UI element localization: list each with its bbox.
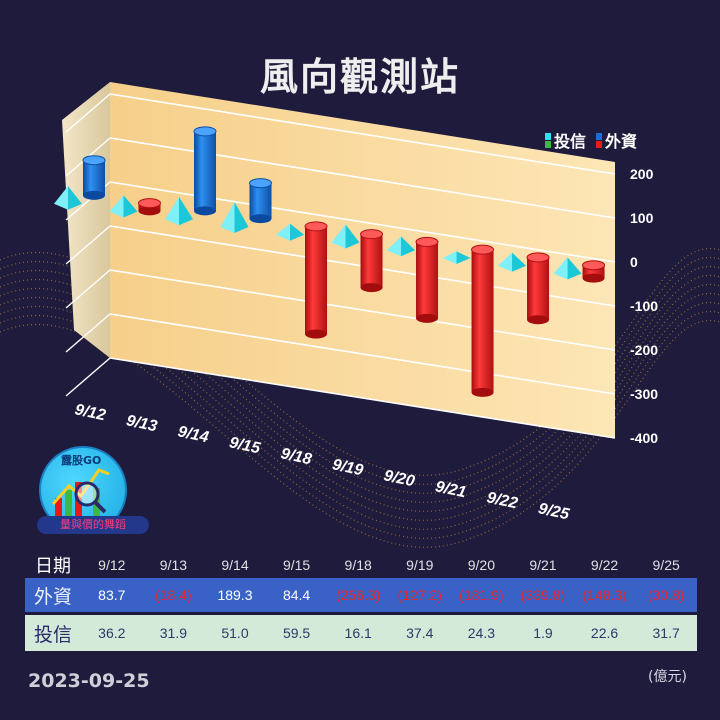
date-cell: 9/22 — [590, 557, 619, 573]
legend-label-foreign: 外資 — [605, 132, 638, 151]
trust-pyramid — [165, 196, 194, 226]
foreign-cell: (30.8) — [647, 587, 685, 603]
foreign-cell: (18.4) — [155, 587, 192, 603]
gridline-side — [65, 269, 111, 309]
date-cell: 9/25 — [652, 557, 680, 573]
trust-cell: 16.1 — [344, 625, 372, 641]
foreign-bar — [304, 221, 328, 339]
date-cell: 9/21 — [529, 557, 557, 573]
x-tick-label: 9/20 — [382, 467, 416, 490]
foreign-bar — [471, 244, 495, 397]
trust-pyramid — [498, 252, 527, 272]
x-tick-label: 9/15 — [228, 434, 263, 457]
trust-pyramid — [220, 201, 249, 234]
gridline — [109, 269, 616, 351]
y-tick-label: -300 — [630, 386, 658, 402]
trust-cell: 24.3 — [467, 625, 495, 641]
foreign-bar — [82, 155, 106, 200]
trust-cell: 36.2 — [98, 625, 126, 641]
report-date: 2023-09-25 — [28, 670, 150, 692]
page-title: 風向觀測站 — [259, 55, 460, 99]
foreign-cell: 84.4 — [282, 587, 311, 603]
gridline — [109, 93, 616, 175]
foreign-bar — [138, 198, 162, 216]
trust-cell: 51.0 — [221, 625, 249, 641]
trust-cell: 31.7 — [652, 625, 680, 641]
foreign-bar — [415, 236, 439, 323]
foreign-cell: (339.8) — [520, 587, 566, 603]
x-tick-label: 9/22 — [485, 489, 519, 512]
y-tick-label: 100 — [630, 210, 654, 226]
table-row-trust: 投信 36.2 31.9 51.0 59.5 16.1 37.4 24.3 1.… — [25, 612, 697, 651]
foreign-cell: 83.7 — [98, 587, 126, 603]
legend-swatch-foreign — [596, 132, 603, 148]
foreign-bar — [526, 252, 550, 325]
trust-cell: 59.5 — [282, 625, 311, 641]
foreign-cell: (181.9) — [459, 587, 504, 603]
brand-logo: 露股GO 量與價的舞蹈 — [37, 446, 151, 536]
trust-cell: 22.6 — [590, 625, 619, 641]
foreign-header: 外資 — [33, 586, 72, 608]
date-cell: 9/13 — [159, 557, 188, 573]
magnifier-chart-icon — [51, 468, 110, 516]
logo-slogan: 量與價的舞蹈 — [37, 516, 149, 534]
legend-swatch-trust — [545, 132, 551, 148]
trust-pyramid — [387, 236, 416, 257]
date-cell: 9/19 — [406, 557, 434, 573]
trust-pyramid — [276, 223, 305, 241]
gridline — [109, 357, 616, 439]
foreign-bar — [193, 126, 217, 216]
table-row-date: 日期 9/12 9/13 9/14 9/15 9/18 9/19 9/20 9/… — [25, 552, 697, 578]
unit-label: (億元) — [648, 669, 687, 685]
legend-label-trust: 投信 — [554, 132, 587, 151]
trust-cell: 1.9 — [533, 625, 553, 641]
gridline — [109, 313, 616, 395]
trust-pyramid — [442, 251, 471, 265]
x-tick-label: 9/12 — [73, 401, 107, 424]
table-row-foreign: 外資 83.7 (18.4) 189.3 84.4 (256.3) (127.2… — [25, 578, 697, 612]
foreign-cell: (256.3) — [335, 587, 381, 603]
x-tick-label: 9/18 — [279, 445, 313, 468]
x-tick-label: 9/25 — [537, 500, 572, 523]
x-tick-label: 9/21 — [434, 478, 468, 501]
foreign-cell: (127.2) — [397, 587, 442, 603]
date-cell: 9/14 — [221, 557, 249, 573]
x-tick-label: 9/19 — [331, 456, 365, 479]
gridline-side — [65, 93, 111, 133]
chart-legend: 投信 外資 — [545, 128, 637, 152]
date-cell: 9/18 — [344, 557, 372, 573]
trust-pyramid — [331, 224, 360, 249]
date-header: 日期 — [35, 556, 71, 576]
chart-side-wall — [62, 82, 110, 358]
x-tick-label: 9/14 — [176, 423, 210, 446]
legend-item-foreign: 外資 — [596, 128, 637, 152]
trust-cell: 31.9 — [159, 625, 188, 641]
logo-brand: 露股GO — [61, 454, 102, 467]
y-tick-label: -200 — [630, 342, 658, 358]
gridline-side — [65, 313, 111, 353]
foreign-bar — [582, 260, 606, 283]
foreign-bar — [360, 229, 384, 293]
foreign-cell: (148.3) — [582, 587, 627, 603]
gridline-side — [65, 225, 111, 265]
date-cell: 9/20 — [467, 557, 495, 573]
data-table: 日期 9/12 9/13 9/14 9/15 9/18 9/19 9/20 9/… — [25, 552, 697, 651]
date-cell: 9/12 — [98, 557, 126, 573]
trust-header: 投信 — [33, 624, 72, 646]
y-tick-label: 200 — [630, 166, 654, 182]
foreign-cell: 189.3 — [217, 587, 253, 603]
y-tick-label: -400 — [630, 430, 658, 446]
date-cell: 9/15 — [282, 557, 311, 573]
trust-cell: 37.4 — [406, 625, 434, 641]
trust-pyramid — [54, 186, 82, 210]
trust-pyramid — [553, 257, 582, 280]
legend-item-trust: 投信 — [545, 128, 586, 152]
gridline-side — [65, 357, 111, 397]
trust-pyramid — [109, 195, 138, 218]
foreign-bar — [249, 178, 273, 224]
y-tick-label: 0 — [630, 254, 638, 270]
y-tick-label: -100 — [630, 298, 658, 314]
x-tick-label: 9/13 — [125, 412, 159, 435]
